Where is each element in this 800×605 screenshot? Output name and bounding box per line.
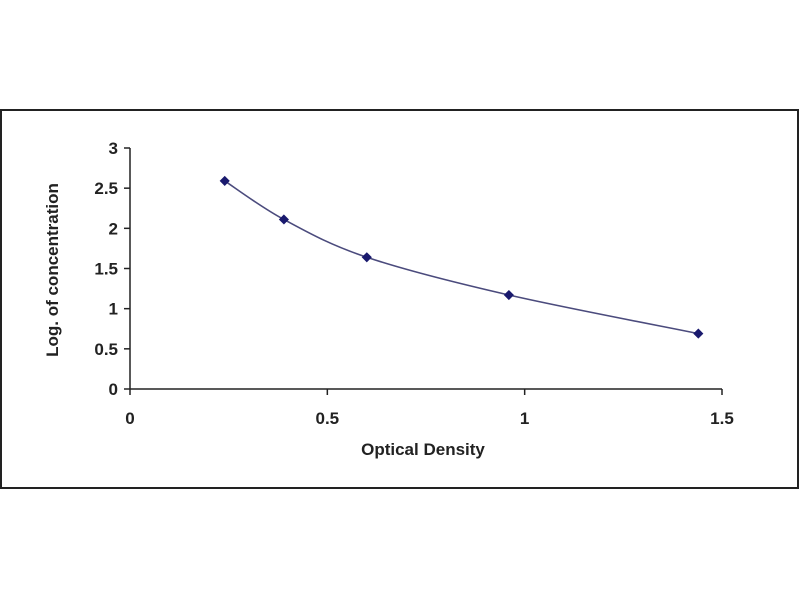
x-tick-label: 1.5 [710, 409, 734, 428]
y-tick-label: 1.5 [94, 260, 118, 279]
y-tick-label: 2 [109, 219, 118, 238]
data-point [219, 175, 230, 187]
data-point [361, 252, 372, 263]
series-line [224, 180, 699, 335]
x-axis-title: Optical Density [361, 440, 485, 459]
data-point [278, 214, 289, 225]
x-tick-label: 0.5 [316, 409, 340, 428]
y-tick-label: 1 [109, 300, 118, 319]
axes-layer: 0 0.5 1 1.5 2 2.5 3 0 0.5 1 1.5 [94, 139, 733, 428]
y-tick-label: 0.5 [94, 340, 118, 359]
y-tick-label: 3 [109, 139, 118, 158]
x-tick-label: 0 [125, 409, 134, 428]
x-tick-label: 1 [520, 409, 529, 428]
marker-layer [219, 175, 704, 339]
y-tick-label: 2.5 [94, 179, 118, 198]
data-point [503, 289, 514, 301]
data-point [693, 328, 704, 339]
line-layer [224, 180, 699, 335]
y-tick-label: 0 [109, 380, 118, 399]
y-axis-title: Log. of concentration [43, 183, 62, 357]
chart-frame [0, 109, 799, 489]
